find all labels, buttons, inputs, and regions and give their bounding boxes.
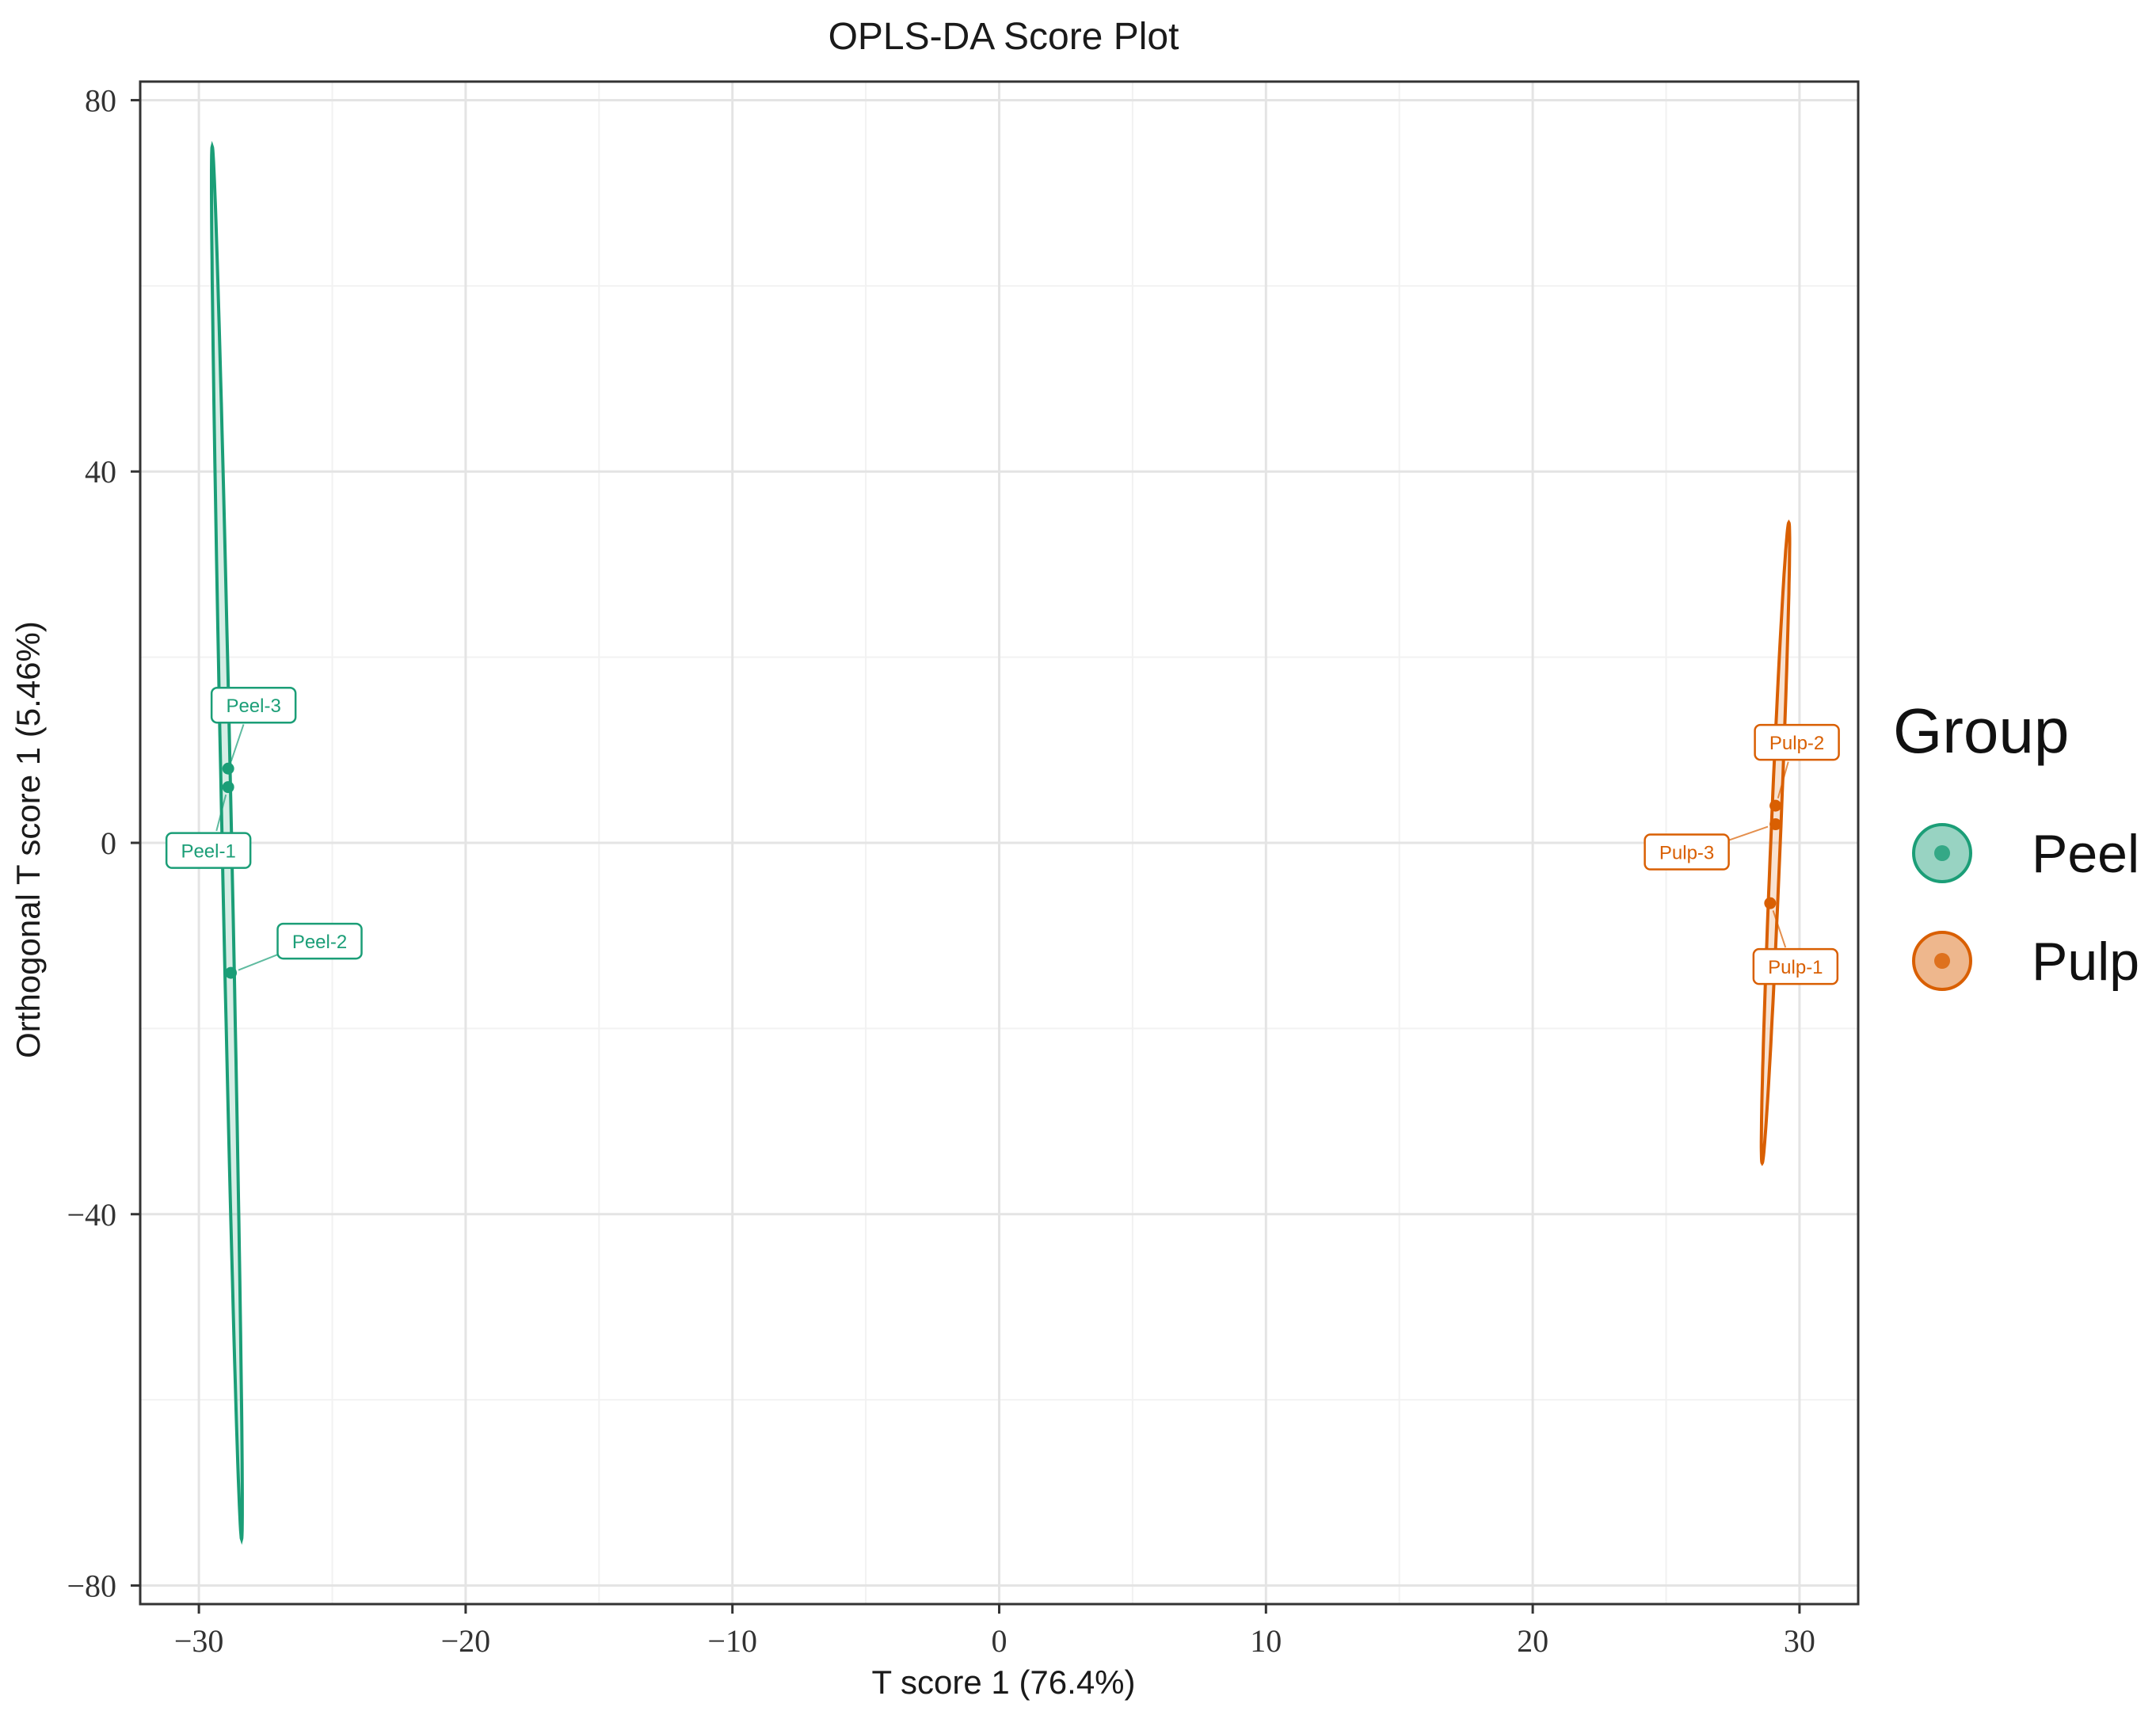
point-label-text: Peel-2 <box>292 932 347 953</box>
point-label-text: Pulp-1 <box>1768 957 1823 978</box>
point-label-text: Pulp-2 <box>1769 733 1824 754</box>
y-tick-label: −40 <box>67 1197 116 1233</box>
legend-key-dot <box>1934 845 1950 861</box>
y-tick-label: −80 <box>67 1568 116 1604</box>
legend-key-dot <box>1934 953 1950 969</box>
legend-item-pulp: Pulp <box>1914 932 2139 992</box>
data-point-peel-1 <box>223 781 234 793</box>
legend: Group Peel Pulp <box>1893 696 2139 992</box>
legend-label-pulp: Pulp <box>2032 932 2139 992</box>
grid-layer <box>140 82 1858 1604</box>
y-tick-label: 80 <box>85 82 116 118</box>
data-point-pulp-1 <box>1764 898 1776 909</box>
data-point-pulp-3 <box>1769 818 1781 830</box>
y-axis-title: Orthogonal T score 1 (5.46%) <box>10 621 47 1058</box>
x-tick-label: −20 <box>441 1623 491 1659</box>
point-label-text: Peel-3 <box>226 696 280 717</box>
point-label-text: Pulp-3 <box>1659 843 1714 864</box>
legend-title: Group <box>1893 696 2069 766</box>
x-tick-label: 20 <box>1517 1623 1548 1659</box>
x-axis-title: T score 1 (76.4%) <box>871 1664 1135 1701</box>
point-label-text: Peel-1 <box>181 841 235 863</box>
legend-label-peel: Peel <box>2032 824 2139 884</box>
x-tick-label: −30 <box>174 1623 224 1659</box>
data-point-peel-3 <box>223 763 234 775</box>
chart-title: OPLS-DA Score Plot <box>828 16 1179 58</box>
legend-items: Peel Pulp <box>1914 824 2139 992</box>
legend-item-peel: Peel <box>1914 824 2139 884</box>
data-point-peel-2 <box>225 967 237 979</box>
x-tick-label: 0 <box>992 1623 1008 1659</box>
data-point-pulp-2 <box>1769 800 1781 812</box>
x-tick-label: 30 <box>1784 1623 1815 1659</box>
y-tick-label: 0 <box>101 825 116 861</box>
x-tick-label: −10 <box>707 1623 757 1659</box>
x-tick-label: 10 <box>1250 1623 1282 1659</box>
y-tick-label: 40 <box>85 454 116 490</box>
